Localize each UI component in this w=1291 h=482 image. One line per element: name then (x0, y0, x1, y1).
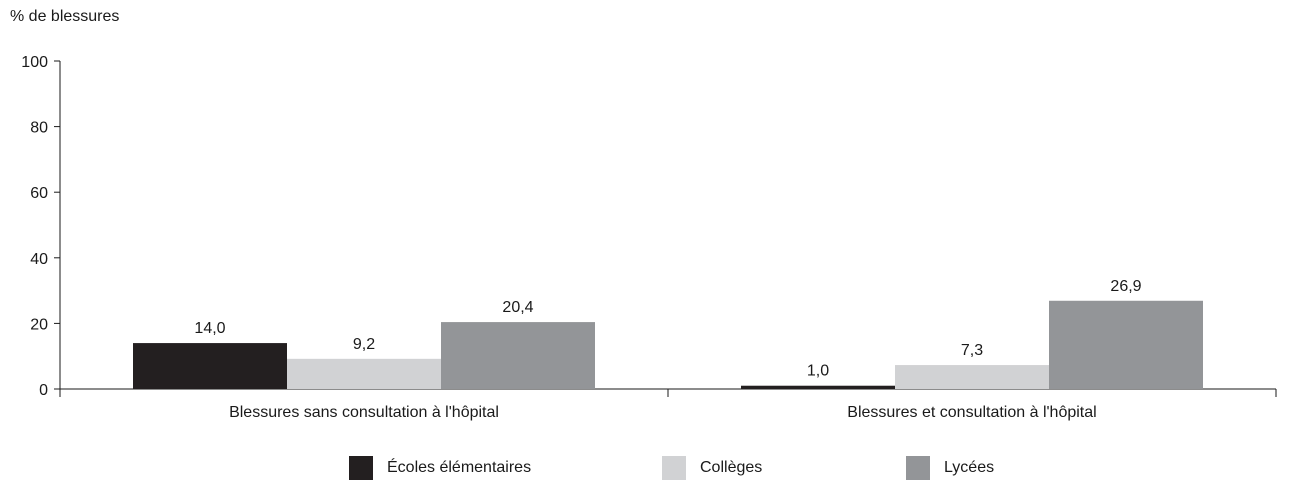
data-label: 26,9 (1110, 278, 1141, 295)
legend-item-lycees: Lycées (906, 456, 994, 480)
bar (895, 365, 1049, 389)
bar (441, 322, 595, 389)
legend-label-colleges: Collèges (700, 459, 763, 476)
data-label: 14,0 (194, 320, 225, 337)
legend-swatch-lycees (906, 456, 930, 480)
axes: 0 20 40 60 80 100 Blessures sans consultation … (21, 54, 1277, 421)
y-tick-label: 0 (39, 382, 48, 399)
y-axis-title: % de blessures (10, 8, 120, 25)
category-label: Blessures sans consultation à l'hôpital (229, 404, 499, 421)
y-tick-label: 20 (30, 316, 48, 333)
bar (287, 358, 441, 389)
data-label: 9,2 (353, 336, 375, 353)
y-tick-label: 100 (21, 54, 48, 71)
data-labels: 14,0 9,2 20,4 1,0 7,3 26,9 (194, 278, 1141, 380)
legend-swatch-colleges (662, 456, 686, 480)
legend-item-ecoles: Écoles élémentaires (349, 456, 531, 480)
data-label: 1,0 (807, 363, 829, 380)
legend-label-ecoles: Écoles élémentaires (387, 459, 532, 476)
y-tick-label: 40 (30, 251, 48, 268)
bar (1049, 300, 1203, 389)
data-label: 20,4 (502, 299, 533, 316)
bar (133, 343, 287, 389)
legend-swatch-ecoles (349, 456, 373, 480)
bars (133, 300, 1203, 389)
y-tick-label: 80 (30, 120, 48, 137)
bar-chart: 0 20 40 60 80 100 Blessures sans consultation … (21, 54, 1277, 421)
legend-label-lycees: Lycées (944, 459, 995, 476)
category-label: Blessures et consultation à l'hôpital (847, 404, 1096, 421)
data-label: 7,3 (961, 342, 983, 359)
bar (741, 385, 895, 389)
legend-item-colleges: Collèges (662, 456, 762, 480)
legend: Écoles élémentaires Collèges Lycées (0, 456, 1291, 482)
y-tick-label: 60 (30, 185, 48, 202)
